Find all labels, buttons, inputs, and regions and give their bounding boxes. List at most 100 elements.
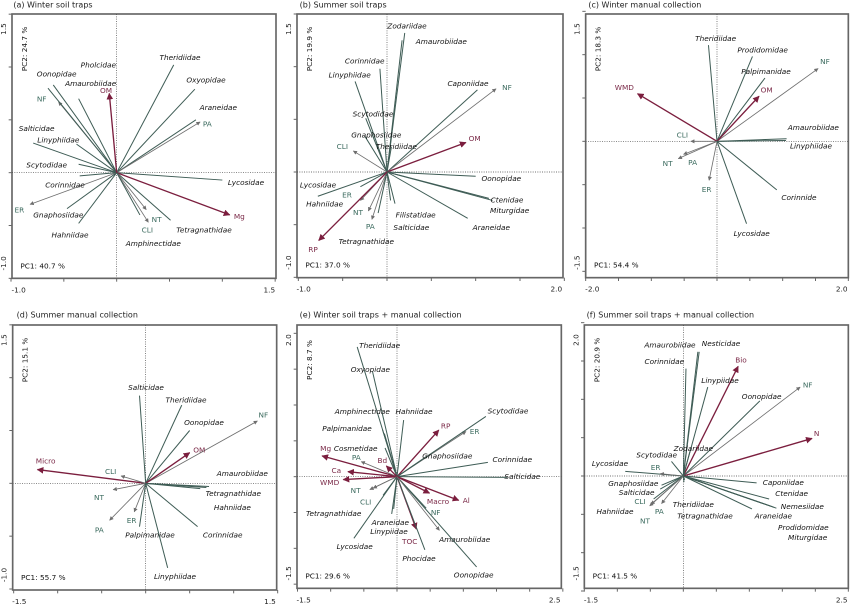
arrow-label-corinnidae: Corinnidae [345,57,385,66]
arrow-lycosidae [360,171,388,188]
arrow-linyphiidae [354,81,388,173]
arrow-corinnidae [79,172,117,177]
arrow-label-cli: CLI [677,131,688,140]
x-tick-label-max: 1.5 [264,597,276,606]
arrow-label-hahniidae: Hahniidae [306,200,344,209]
arrow-label-oonopidae: Oonopidae [184,418,224,427]
x-tick-label-max: 2.5 [836,595,848,604]
arrow-corinnidae [396,461,488,478]
arrow-label-wmd: WMD [615,83,635,92]
arrow-nf [396,476,440,531]
x-tick-label-max: 2.0 [836,285,848,294]
arrow-label-nf: NF [803,381,813,390]
arrow-scytodidae [78,163,117,174]
y-tick-label-max: 2.0 [571,334,580,346]
arrow-oonopidae [386,171,476,177]
arrow-label-scytodidae: Scytodidae [488,407,529,416]
arrow-label-amaurobiidae: Amaurobiidae [415,37,468,46]
arrow-er [707,141,718,181]
arrow-cli [372,476,398,489]
pc2-label: PC2: 18.3 % [594,27,603,72]
x-tick-label-max: 1.5 [264,285,276,294]
arrow-label-lycosidae: Lycosidae [592,459,629,468]
arrow-label-salticidae: Salticidae [504,472,540,481]
arrow-nf [386,88,497,173]
arrow-label-nf: NF [502,83,512,92]
arrow-label-nesticidae: Nesticidae [702,339,741,348]
arrow-nt [112,482,146,492]
arrow-label-amphinectidae: Amphinectidae [334,407,391,416]
arrow-label-oonopidae: Oonopidae [742,392,782,401]
arrow-label-pa: PA [366,222,375,231]
arrow-cli [116,172,147,210]
arrow-label-ca: Ca [332,466,342,475]
arrow-bd [385,465,398,478]
arrow-label-amphinectidae: Amphinectidae [125,239,182,248]
arrow-label-gnaphosiidae: Gnaphosiidae [422,452,473,461]
arrow-linyphiidae [716,139,786,142]
arrow-om [716,95,760,142]
arrow-nt [116,172,149,223]
arrow-pa [360,461,398,478]
arrow-label-scytodidae: Scytodidae [26,161,67,170]
pc2-label: PC2: 19.9 % [305,27,314,72]
arrow-amphinectidae [116,172,141,216]
arrow-gnaphosiidae [396,456,427,478]
arrow-label-gnaphosiidae: Gnaphosiidae [33,211,84,220]
x-tick-label-max: 2.5 [549,595,561,604]
arrow-label-oonopidae: Oonopidae [454,571,494,580]
arrow-label-amaurobiidae: Amaurobiidae [643,341,696,350]
arrow-label-gnaphosiidae: Gnaphosiidae [351,131,402,140]
arrow-label-rp: RP [308,245,318,254]
arrow-tetragnathidae [682,475,685,483]
arrow-hahniidae [78,172,118,224]
pc1-label: PC1: 54.4 % [594,261,639,270]
x-tick-label-max: 2.0 [551,285,563,294]
arrow-rp [396,429,440,478]
plot-frame [296,13,564,279]
arrow-label-om: OM [100,86,112,95]
arrow-corinnidae [379,68,388,173]
arrow-label-linyphiidae: Linyphiidae [154,572,197,581]
arrow-oxyopidae [371,371,398,477]
arrow-label-bd: Bd [377,456,387,465]
pc1-label: PC1: 55.7 % [21,573,66,582]
arrow-label-mg: Mg [234,212,245,221]
arrow-theridiidae [116,64,175,173]
arrow-label-palpimanidae: Palpimanidae [322,424,372,433]
x-tick-label-min: -1.5 [297,595,312,604]
arrow-salticidae [659,475,684,490]
arrow-label-lycosidae: Lycosidae [337,542,374,551]
arrow-lycosidae [353,476,398,539]
arrow-theridiidae [386,146,392,173]
arrow-label-er: ER [14,206,24,215]
arrow-label-er: ER [470,427,480,436]
arrow-label-theridiidae: Theridiidae [673,500,715,509]
arrow-label-rp: RP [441,422,451,431]
y-tick-label-min: -1.0 [0,568,9,583]
arrow-label-nt: NT [663,159,673,168]
arrow-label-tetragnathidae: Tetragnathidae [206,489,262,498]
arrow-oonopidae [682,400,761,477]
y-tick-label-min: -1.5 [573,255,582,270]
arrow-bio [682,365,739,477]
arrow-label-bio: Bio [735,356,747,365]
arrow-label-amaurobiidae: Amaurobiidae [438,535,491,544]
arrow-label-pa: PA [655,507,664,516]
arrow-linyphiidae [145,483,169,568]
y-tick-label-min: -1.0 [284,255,293,270]
arrow-label-araneidae: Araneidae [371,518,410,527]
arrow-label-cli: CLI [105,467,116,476]
arrow-label-pa: PA [352,453,361,462]
plot-frame [583,324,850,590]
arrow-label-prodidomidae: Prodidomidae [778,523,829,532]
arrow-label-phocidae: Phocidae [402,554,436,563]
arrow-label-linyphiidae: Linyphiidae [790,142,833,151]
arrow-palpimanidae [381,429,398,477]
arrow-caponiidae [386,89,478,173]
arrow-label-scytodidae: Scytodidae [636,451,677,460]
y-tick-label-min: -1.5 [571,566,580,581]
arrow-label-linypiidae: Linypiidae [370,527,408,536]
arrow-label-cli: CLI [337,142,348,151]
arrow-label-cli: CLI [360,498,371,507]
